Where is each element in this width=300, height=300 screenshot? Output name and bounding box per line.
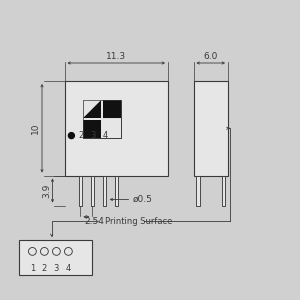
Text: 3: 3	[90, 131, 96, 140]
Bar	[103, 176, 106, 206]
Bar	[83, 120, 101, 138]
Circle shape	[68, 133, 74, 139]
Text: 2: 2	[78, 131, 84, 140]
Bar	[64, 81, 168, 176]
Text: 4: 4	[102, 131, 108, 140]
Text: 10: 10	[31, 122, 40, 134]
Polygon shape	[83, 100, 101, 118]
Text: 3: 3	[54, 264, 59, 273]
Bar	[194, 81, 228, 176]
Bar	[83, 100, 101, 118]
Text: 2.54: 2.54	[84, 217, 104, 226]
Text: ø0.5: ø0.5	[133, 195, 153, 204]
Bar	[79, 176, 82, 206]
Text: 3.9: 3.9	[42, 183, 51, 198]
Bar	[196, 176, 200, 206]
Polygon shape	[103, 100, 121, 118]
Circle shape	[64, 248, 72, 255]
Bar	[83, 100, 121, 138]
Text: 1: 1	[30, 264, 35, 273]
Bar	[19, 240, 92, 274]
Text: Printing Surface: Printing Surface	[105, 217, 172, 226]
Circle shape	[28, 248, 36, 255]
Text: 6.0: 6.0	[204, 52, 218, 61]
Bar	[115, 176, 118, 206]
Circle shape	[40, 248, 48, 255]
Bar	[103, 120, 121, 138]
Bar	[83, 100, 121, 138]
Bar	[83, 100, 101, 120]
Text: 2: 2	[42, 264, 47, 273]
Bar	[83, 100, 121, 138]
Bar	[222, 176, 225, 206]
Text: 11.3: 11.3	[106, 52, 126, 61]
Circle shape	[52, 248, 60, 255]
Bar	[91, 176, 94, 206]
Bar	[103, 100, 121, 118]
Text: 4: 4	[66, 264, 71, 273]
